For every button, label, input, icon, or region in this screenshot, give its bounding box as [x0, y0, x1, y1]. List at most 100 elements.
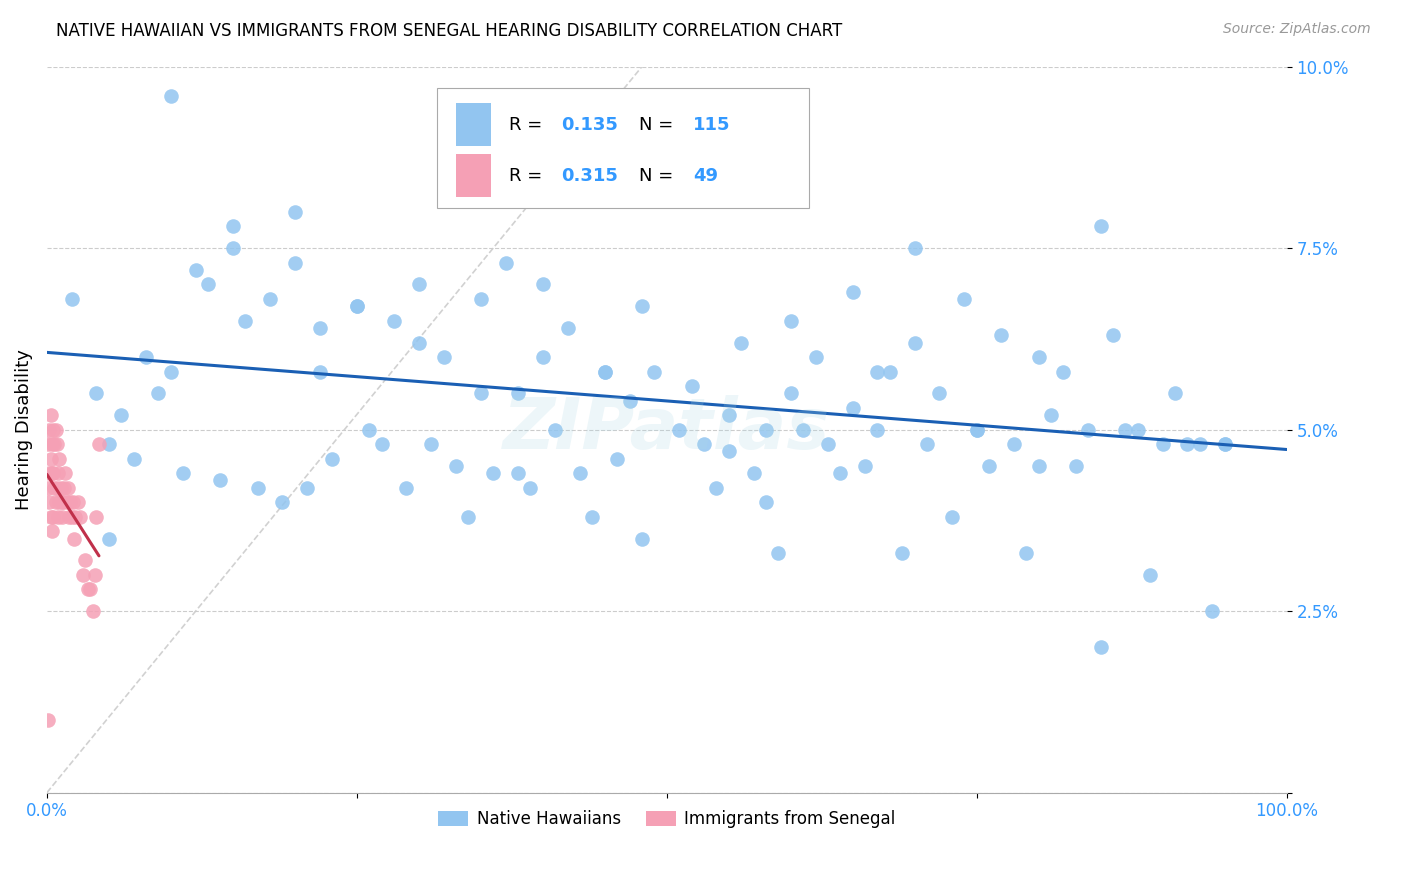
Point [891, 546, 914, 560]
Text: N =: N = [640, 167, 679, 185]
Point [42, 466, 65, 480]
Point [49, 481, 72, 495]
Point [470, 292, 492, 306]
Point [1164, 386, 1187, 401]
Point [755, 423, 778, 437]
Point [457, 509, 479, 524]
Point [246, 481, 269, 495]
Point [841, 401, 863, 415]
Point [519, 481, 541, 495]
Point [79, 582, 101, 597]
Point [62, 495, 84, 509]
Point [879, 365, 901, 379]
Point [39, 408, 62, 422]
Point [222, 219, 245, 234]
Point [779, 386, 801, 401]
Point [346, 299, 368, 313]
Point [38, 423, 60, 437]
Point [593, 365, 616, 379]
Point [755, 495, 778, 509]
Point [779, 314, 801, 328]
Point [966, 423, 988, 437]
Point [866, 423, 889, 437]
Point [953, 292, 976, 306]
Point [160, 88, 183, 103]
Point [46, 466, 69, 480]
Text: ZIPatlas: ZIPatlas [503, 395, 831, 464]
Point [359, 423, 381, 437]
Point [817, 437, 839, 451]
Point [37, 437, 59, 451]
Point [631, 299, 654, 313]
Point [59, 495, 82, 509]
Point [1213, 437, 1236, 451]
Point [160, 365, 183, 379]
Point [55, 495, 77, 509]
Point [65, 509, 87, 524]
Point [197, 277, 219, 292]
Point [1040, 408, 1063, 422]
Point [84, 567, 107, 582]
Point [866, 365, 889, 379]
Point [1028, 350, 1050, 364]
Point [568, 466, 591, 480]
Point [58, 509, 80, 524]
Point [51, 509, 73, 524]
Point [45, 437, 67, 451]
Point [45, 481, 67, 495]
Point [904, 241, 927, 255]
Point [82, 604, 104, 618]
Point [557, 321, 579, 335]
Point [581, 509, 603, 524]
Point [60, 292, 83, 306]
Point [284, 204, 307, 219]
Point [44, 437, 66, 451]
Point [742, 466, 765, 480]
Point [52, 495, 75, 509]
Point [693, 437, 716, 451]
Point [97, 437, 120, 451]
Point [284, 255, 307, 269]
Point [904, 335, 927, 350]
Point [643, 365, 665, 379]
Text: 115: 115 [693, 116, 730, 134]
FancyBboxPatch shape [456, 153, 491, 197]
Point [184, 263, 207, 277]
Point [38, 495, 60, 509]
Point [66, 495, 89, 509]
Point [408, 335, 430, 350]
Point [55, 466, 77, 480]
Point [1064, 458, 1087, 473]
Point [1177, 437, 1199, 451]
Point [1090, 640, 1112, 655]
Point [63, 532, 86, 546]
Point [122, 451, 145, 466]
Point [76, 582, 98, 597]
Point [233, 314, 256, 328]
Point [37, 713, 59, 727]
Point [97, 532, 120, 546]
Text: R =: R = [509, 116, 548, 134]
Point [53, 481, 76, 495]
Point [75, 553, 97, 567]
Text: R =: R = [509, 167, 548, 185]
Point [704, 481, 727, 495]
Point [655, 132, 678, 146]
Point [42, 423, 65, 437]
Point [41, 437, 63, 451]
Point [941, 509, 963, 524]
Point [346, 299, 368, 313]
Point [730, 335, 752, 350]
Point [370, 437, 392, 451]
Point [271, 495, 294, 509]
Point [60, 509, 83, 524]
Point [44, 481, 66, 495]
Point [506, 466, 529, 480]
Point [482, 466, 505, 480]
Point [1052, 365, 1074, 379]
Point [1002, 437, 1025, 451]
FancyBboxPatch shape [456, 103, 491, 146]
Point [915, 437, 938, 451]
Point [977, 458, 1000, 473]
FancyBboxPatch shape [437, 88, 810, 208]
